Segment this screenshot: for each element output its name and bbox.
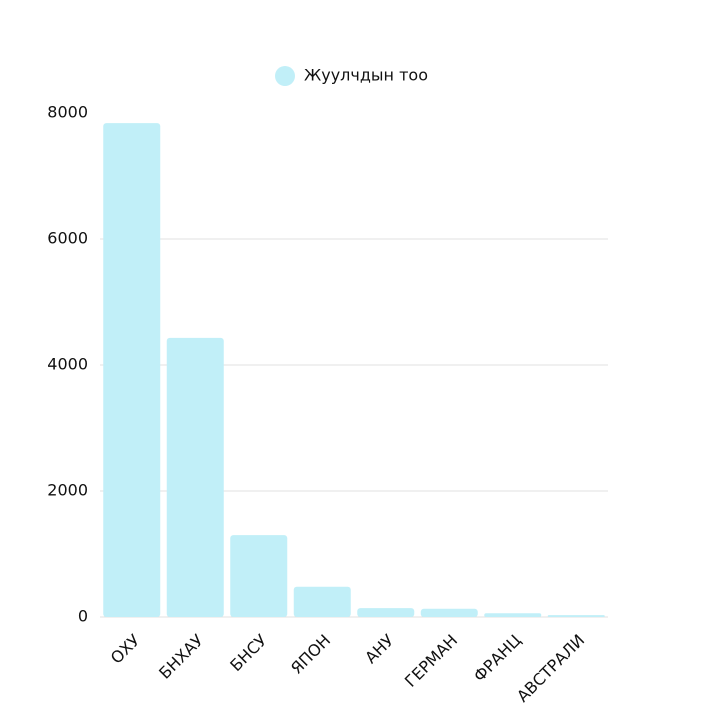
y-tick-label: 2000: [47, 481, 88, 500]
y-tick-label: 8000: [47, 103, 88, 122]
legend-label: Жуулчдын тоо: [304, 66, 428, 85]
bar: [484, 613, 542, 617]
bar: [420, 608, 478, 617]
x-tick-label: ОХУ: [107, 630, 144, 667]
bar: [357, 608, 415, 617]
bar: [230, 535, 288, 617]
y-tick-label: 6000: [47, 229, 88, 248]
x-tick-label: АНУ: [361, 630, 398, 667]
x-tick-label: ФРАНЦ: [470, 631, 525, 686]
legend: Жуулчдын тоо: [275, 66, 428, 86]
x-tick-label: ЯПОН: [287, 631, 334, 678]
x-tick-label: АВСТРАЛИ: [513, 631, 588, 706]
bar: [166, 337, 224, 617]
x-tick-label: БНСУ: [226, 630, 271, 675]
bar: [293, 586, 351, 617]
x-tick-label: БНХАУ: [155, 630, 207, 682]
y-tick-label: 0: [78, 607, 88, 626]
bar: [103, 123, 161, 617]
legend-swatch: [275, 66, 295, 86]
bar: [547, 615, 605, 617]
x-tick-label: ГЕРМАН: [401, 631, 461, 691]
y-tick-label: 4000: [47, 355, 88, 374]
